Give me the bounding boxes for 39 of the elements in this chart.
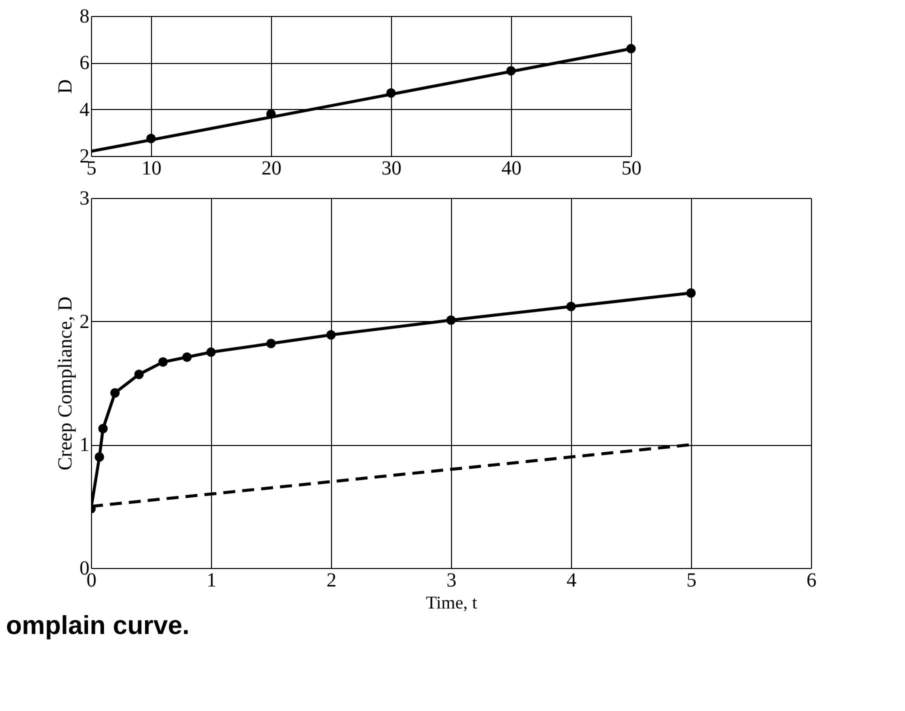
y-axis-title: Creep Compliance, D xyxy=(54,296,76,470)
point xyxy=(326,330,336,340)
x-tick-label: 30 xyxy=(382,158,402,180)
point xyxy=(206,347,216,357)
x-tick-label: 6 xyxy=(806,570,816,592)
point xyxy=(134,370,144,380)
point xyxy=(626,44,636,54)
x-tick-label: 50 xyxy=(622,158,642,180)
point xyxy=(386,88,396,98)
y-tick-label: 8 xyxy=(80,6,90,28)
x-tick-label: 10 xyxy=(142,158,162,180)
y-axis-title: D xyxy=(54,79,76,94)
y-tick-label: 6 xyxy=(80,52,90,74)
point xyxy=(94,452,104,462)
x-tick-label: 20 xyxy=(262,158,282,180)
point xyxy=(266,338,276,348)
point xyxy=(98,424,108,434)
point xyxy=(566,302,576,312)
x-tick-label: 5 xyxy=(86,158,96,180)
x-tick-label: 5 xyxy=(686,570,696,592)
point xyxy=(686,288,696,298)
point xyxy=(182,352,192,362)
x-tick-label: 40 xyxy=(502,158,522,180)
point xyxy=(158,357,168,367)
x-axis-title: Time, t xyxy=(426,592,478,612)
x-tick-label: 1 xyxy=(206,570,216,592)
point xyxy=(146,134,156,144)
y-tick-label: 4 xyxy=(80,98,90,121)
point xyxy=(506,66,516,76)
y-tick-label: 3 xyxy=(80,188,90,210)
text: omplain curve. xyxy=(6,610,190,640)
x-tick-label: 4 xyxy=(566,570,576,592)
point xyxy=(110,388,120,398)
x-tick-label: 2 xyxy=(326,570,336,592)
x-tick-label: 3 xyxy=(446,570,456,592)
point xyxy=(446,315,456,325)
point xyxy=(266,109,276,119)
y-tick-label: 2 xyxy=(80,310,90,333)
y-tick-label: 1 xyxy=(80,434,90,456)
